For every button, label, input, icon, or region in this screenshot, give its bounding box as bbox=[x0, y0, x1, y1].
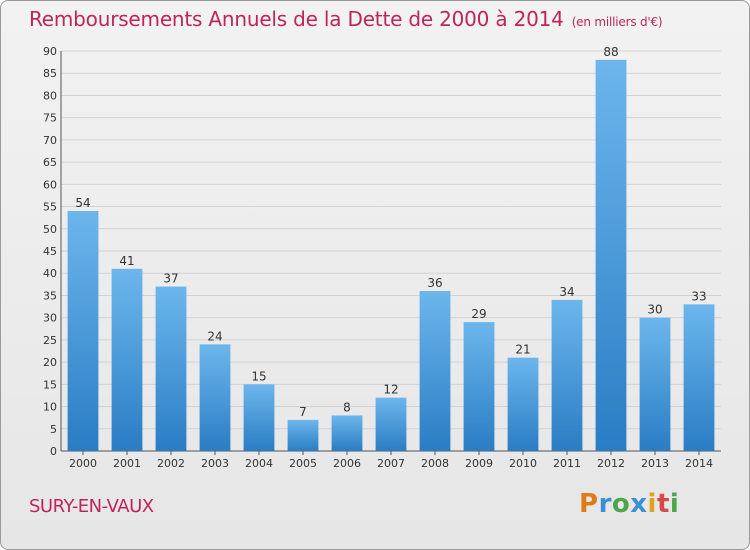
y-tick-label: 30 bbox=[43, 312, 57, 325]
y-tick-label: 65 bbox=[43, 156, 57, 169]
x-tick-label-2002: 2002 bbox=[157, 457, 185, 470]
x-tick-label-2011: 2011 bbox=[553, 457, 581, 470]
chart-subtitle: (en milliers d'€) bbox=[571, 15, 663, 29]
y-tick-label: 20 bbox=[43, 356, 57, 369]
x-tick-label-2003: 2003 bbox=[201, 457, 229, 470]
y-tick-label: 80 bbox=[43, 89, 57, 102]
y-tick-label: 60 bbox=[43, 178, 57, 191]
logo-letter: x bbox=[630, 489, 648, 519]
data-label-2009: 29 bbox=[471, 307, 486, 321]
data-label-2014: 33 bbox=[691, 289, 706, 303]
commune-name: SURY-EN-VAUX bbox=[29, 496, 154, 517]
logo-letter: P bbox=[579, 489, 599, 519]
y-tick-label: 50 bbox=[43, 223, 57, 236]
data-label-2007: 12 bbox=[383, 383, 398, 397]
bar-2013 bbox=[639, 317, 671, 451]
y-tick-label: 15 bbox=[43, 378, 57, 391]
bar-2002 bbox=[155, 286, 187, 451]
x-tick-label-2004: 2004 bbox=[245, 457, 273, 470]
bar-2010 bbox=[507, 357, 539, 451]
bar-2006 bbox=[331, 415, 363, 451]
y-tick-label: 45 bbox=[43, 245, 57, 258]
x-tick-label-2005: 2005 bbox=[289, 457, 317, 470]
data-label-2002: 37 bbox=[163, 272, 178, 286]
y-tick-label: 55 bbox=[43, 201, 57, 214]
y-tick-label: 90 bbox=[43, 45, 57, 58]
data-label-2010: 21 bbox=[515, 343, 530, 357]
data-label-2008: 36 bbox=[427, 276, 442, 290]
data-label-2011: 34 bbox=[559, 285, 574, 299]
y-tick-label: 35 bbox=[43, 289, 57, 302]
y-tick-label: 5 bbox=[50, 423, 57, 436]
x-tick-label-2001: 2001 bbox=[113, 457, 141, 470]
x-tick-label-2012: 2012 bbox=[597, 457, 625, 470]
chart-title-text: Remboursements Annuels de la Dette de 20… bbox=[29, 7, 564, 31]
chart-title: Remboursements Annuels de la Dette de 20… bbox=[29, 7, 663, 31]
y-tick-label: 85 bbox=[43, 67, 57, 80]
y-tick-label: 70 bbox=[43, 134, 57, 147]
logo-letter: i bbox=[647, 489, 657, 519]
logo-letter: t bbox=[656, 489, 670, 519]
bar-2001 bbox=[111, 268, 143, 451]
data-label-2000: 54 bbox=[75, 196, 90, 210]
bar-2007 bbox=[375, 397, 407, 451]
bar-2005 bbox=[287, 419, 319, 451]
data-label-2004: 15 bbox=[251, 369, 266, 383]
bar-2009 bbox=[463, 322, 495, 451]
bar-2003 bbox=[199, 344, 231, 451]
data-label-2001: 41 bbox=[119, 254, 134, 268]
bar-2004 bbox=[243, 384, 275, 451]
logo-letter: r bbox=[598, 489, 612, 519]
data-label-2012: 88 bbox=[603, 45, 618, 59]
logo-letter: o bbox=[611, 489, 631, 519]
data-label-2003: 24 bbox=[207, 329, 222, 343]
logo-letter: i bbox=[669, 489, 680, 519]
x-tick-label-2010: 2010 bbox=[509, 457, 537, 470]
proxiti-logo[interactable]: Proxiti bbox=[579, 489, 679, 519]
x-tick-label-2007: 2007 bbox=[377, 457, 405, 470]
x-tick-label-2009: 2009 bbox=[465, 457, 493, 470]
x-tick-label-2006: 2006 bbox=[333, 457, 361, 470]
y-tick-label: 0 bbox=[50, 445, 57, 458]
x-tick-label-2013: 2013 bbox=[641, 457, 669, 470]
x-tick-label-2000: 2000 bbox=[69, 457, 97, 470]
bar-2008 bbox=[419, 291, 451, 451]
bar-2012 bbox=[595, 59, 627, 452]
y-tick-label: 40 bbox=[43, 267, 57, 280]
x-tick-label-2014: 2014 bbox=[685, 457, 713, 470]
x-tick-label-2008: 2008 bbox=[421, 457, 449, 470]
y-tick-label: 75 bbox=[43, 112, 57, 125]
bar-2014 bbox=[683, 304, 715, 451]
data-label-2006: 8 bbox=[343, 400, 351, 414]
y-tick-label: 10 bbox=[43, 401, 57, 414]
bar-2000 bbox=[67, 211, 99, 451]
bar-2011 bbox=[551, 299, 583, 451]
data-label-2013: 30 bbox=[647, 303, 662, 317]
y-tick-label: 25 bbox=[43, 334, 57, 347]
data-label-2005: 7 bbox=[299, 405, 307, 419]
